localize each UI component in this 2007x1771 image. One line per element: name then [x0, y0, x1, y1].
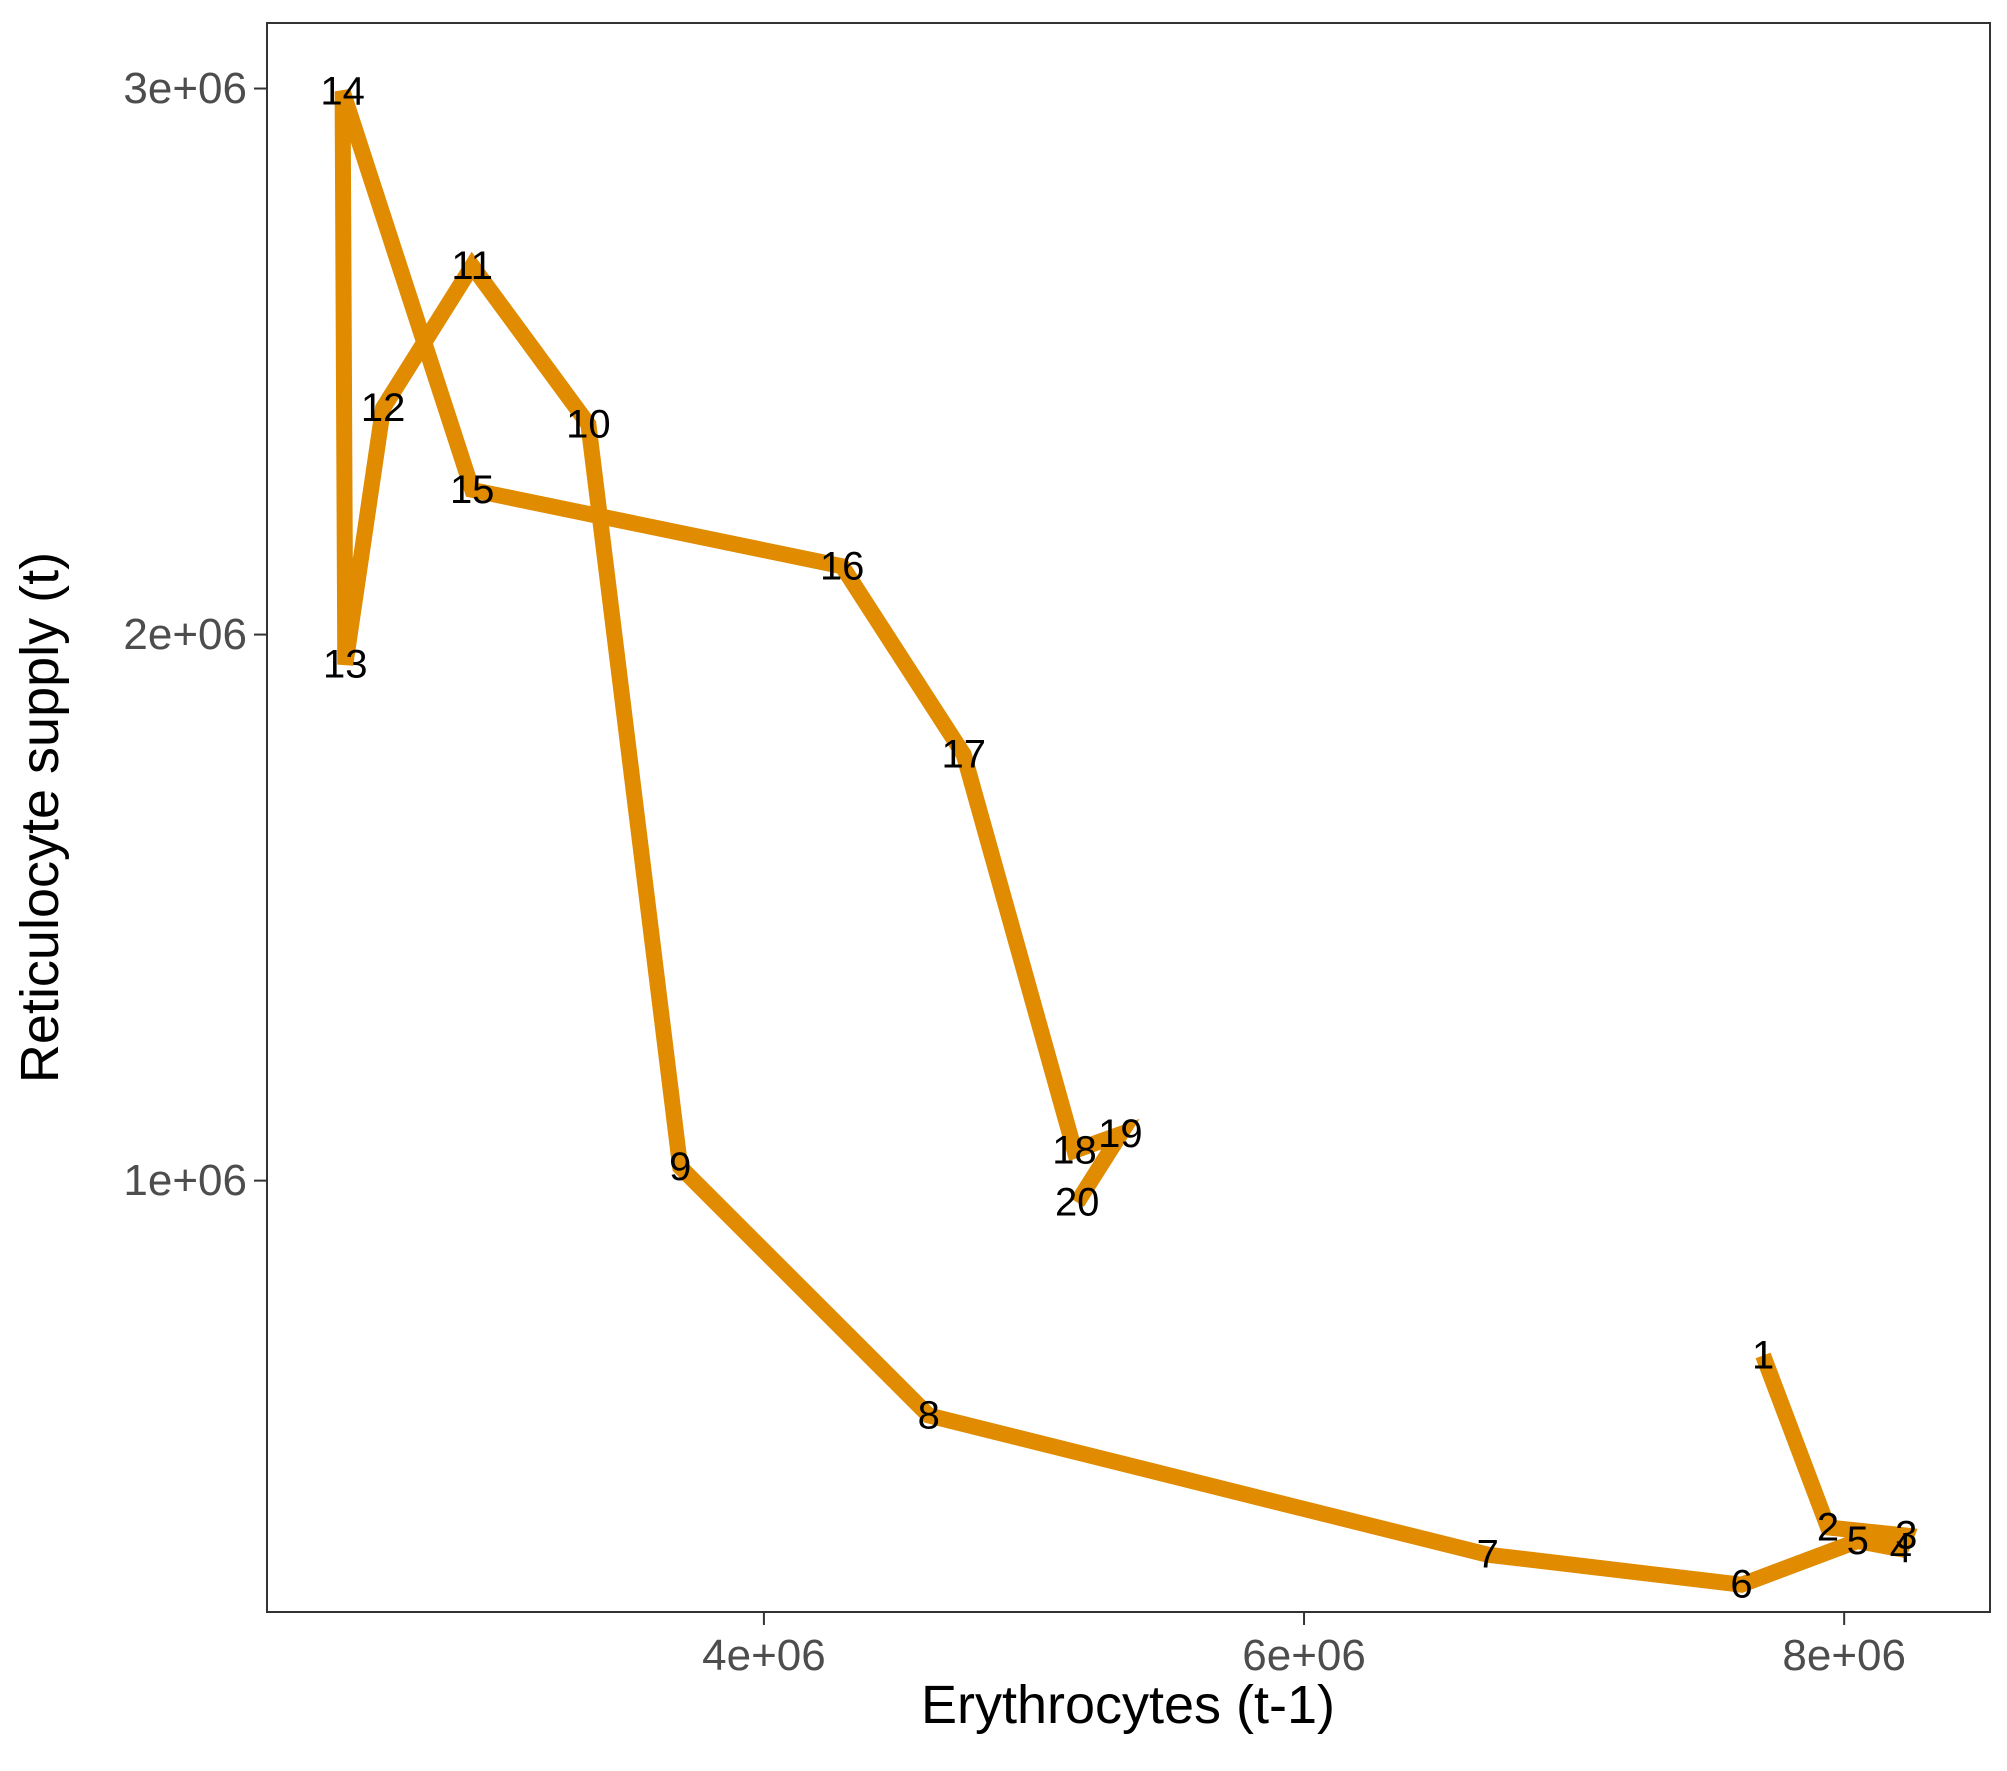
x-tick-label: 4e+06: [702, 1631, 826, 1680]
point-label: 17: [942, 733, 987, 777]
series-layer: [334, 88, 1918, 1593]
x-tick-label: 6e+06: [1242, 1631, 1366, 1680]
point-label: 18: [1052, 1129, 1097, 1173]
point-label: 10: [566, 402, 611, 446]
y-tick-label: 1e+06: [123, 1156, 247, 1205]
series-line: [334, 88, 1918, 1593]
y-axis-title: Reticulocyte supply (t): [10, 552, 70, 1083]
x-axis: 4e+06 6e+06 8e+06: [702, 1612, 1906, 1680]
point-label: 12: [361, 386, 406, 430]
point-label: 14: [320, 69, 365, 113]
y-tick-label: 2e+06: [123, 610, 247, 659]
point-label: 3: [1895, 1514, 1917, 1558]
point-label: 1: [1752, 1333, 1774, 1377]
point-label: 11: [451, 244, 493, 288]
point-label: 8: [918, 1393, 940, 1437]
point-label: 4: [1890, 1527, 1912, 1571]
plot-background: [267, 23, 1990, 1612]
point-label: 6: [1730, 1563, 1752, 1607]
point-label: 9: [669, 1145, 691, 1189]
point-label: 20: [1055, 1181, 1100, 1225]
point-label: 5: [1847, 1519, 1869, 1563]
y-axis: 1e+06 2e+06 3e+06: [123, 64, 267, 1205]
point-label: 19: [1098, 1112, 1143, 1156]
point-label: 16: [820, 544, 865, 588]
point-label: 7: [1477, 1533, 1499, 1577]
x-axis-title: Erythrocytes (t-1): [921, 1675, 1335, 1735]
point-label: 2: [1817, 1505, 1839, 1549]
y-tick-label: 3e+06: [123, 64, 247, 113]
x-tick-label: 8e+06: [1782, 1631, 1906, 1680]
point-label: 13: [323, 643, 368, 687]
plot-panel-border: [266, 22, 1991, 1613]
point-label: 15: [450, 468, 495, 512]
